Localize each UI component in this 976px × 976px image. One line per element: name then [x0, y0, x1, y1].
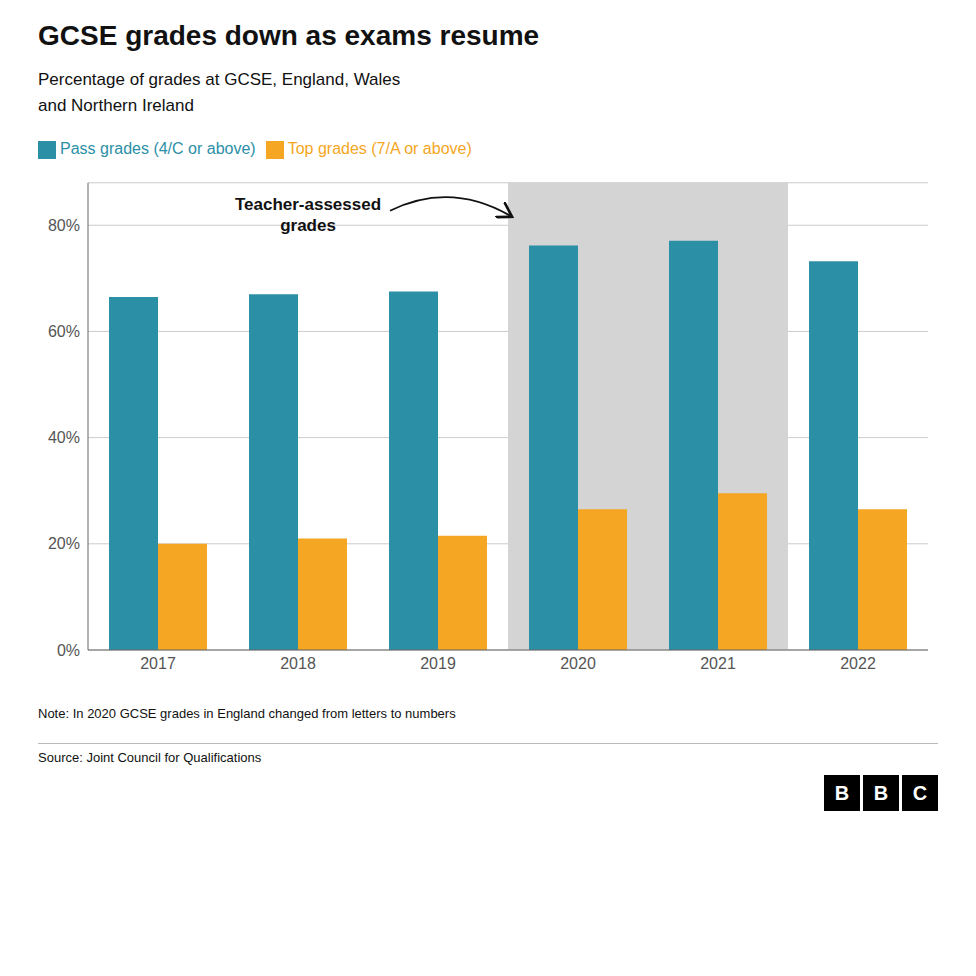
svg-text:Teacher-assessedgrades: Teacher-assessedgrades: [235, 196, 381, 236]
html-text:Percentage of grades at GCSE,: Percentage of grades at GCSE, England, W…: [38, 70, 401, 115]
svg-text:2020: 2020: [560, 655, 596, 672]
svg-text:60%: 60%: [48, 323, 80, 340]
html-text:Top grades (7/A or above): Top grades (7/A or above): [287, 140, 472, 157]
svg-text:2019: 2019: [420, 655, 456, 672]
html-text:Pass grades (4/C or above): Pass grades (4/C or above): [60, 140, 256, 157]
html-text:C: C: [912, 781, 928, 804]
svg-text:80%: 80%: [48, 217, 80, 234]
svg-text:20%: 20%: [48, 535, 80, 552]
html-text:Source: Joint Council for Qual: Source: Joint Council for Qualifications: [38, 750, 262, 765]
svg-text:0%: 0%: [57, 642, 80, 659]
html-text:B: B: [834, 781, 850, 804]
svg-text:2018: 2018: [280, 655, 316, 672]
svg-text:2022: 2022: [840, 655, 876, 672]
svg-text:2017: 2017: [140, 655, 176, 672]
html-text:B: B: [873, 781, 889, 804]
html-text:GCSE grades down as exams resu: GCSE grades down as exams resume: [38, 20, 540, 51]
svg-text:40%: 40%: [48, 429, 80, 446]
html-text:Note: In 2020 GCSE grades in E: Note: In 2020 GCSE grades in England cha…: [38, 706, 456, 721]
svg-text:2021: 2021: [700, 655, 736, 672]
